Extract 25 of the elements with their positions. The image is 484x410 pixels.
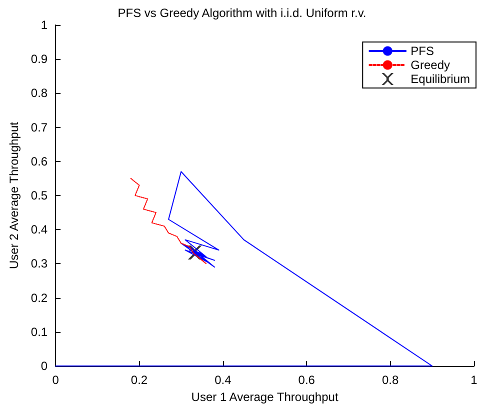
y-tick-label: 0.7 [30,120,48,134]
x-tick-label: 0 [52,373,60,387]
y-tick-label: 0 [40,359,48,373]
y-tick-label: 0.5 [30,188,48,202]
legend-label: PFS [410,44,434,58]
x-tick-label: 0.8 [382,373,399,387]
y-tick-label: 0.1 [30,324,48,339]
y-tick-label: 0.2 [30,290,48,305]
y-tick-label: 1 [40,18,48,32]
y-tick-label: 0.9 [30,52,48,66]
x-tick-label: 1 [470,373,478,387]
legend-label: Greedy [410,58,450,72]
y-tick-label: 0.6 [30,154,48,168]
legend-label: Equilibrium [410,72,470,86]
x-tick-label: 0.6 [298,373,316,387]
x-tick-label: 0.4 [214,373,232,387]
x-tick-label: 0.2 [130,373,148,387]
y-tick-label: 0.4 [30,222,48,237]
chart-title: PFS vs Greedy Algorithm with i.i.d. Uniform r.v. [118,6,366,20]
y-axis-title: User 2 Average Throughput [7,121,21,269]
line-series [55,171,433,366]
y-tick-label: 0.3 [30,256,48,271]
line-series [130,178,207,264]
x-axis-title: User 1 Average Throughput [191,390,339,404]
y-tick-label: 0.8 [30,86,48,100]
